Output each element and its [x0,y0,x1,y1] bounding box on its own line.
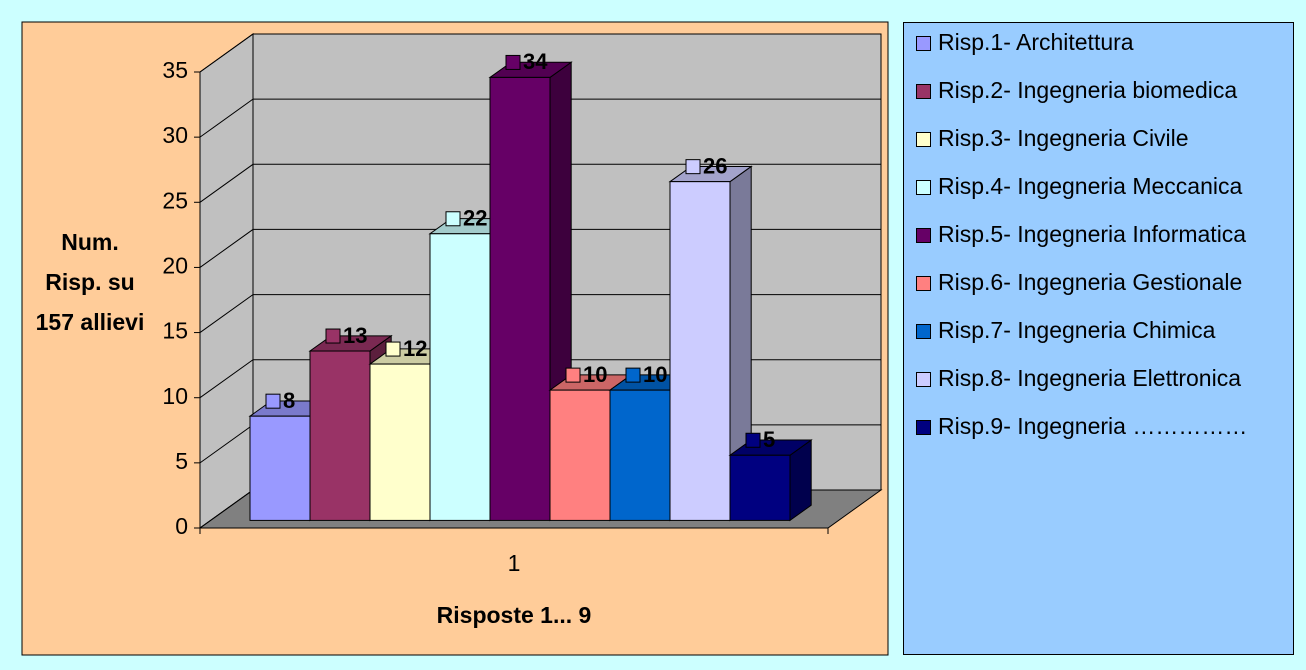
legend-swatch [916,180,931,195]
data-label-marker [385,341,401,357]
bar [249,415,311,521]
x-tick-label: 1 [508,550,521,576]
bar [489,76,551,521]
data-label: 13 [343,323,367,348]
legend-swatch [916,276,931,291]
legend-swatch [916,420,931,435]
bar [309,350,371,521]
legend-swatch [916,132,931,147]
legend-entry: Risp.8- Ingegneria Elettronica [916,365,1286,392]
bar [549,389,611,521]
grid-line [199,163,881,203]
legend-swatch [916,324,931,339]
data-label-marker [325,328,341,344]
data-label-marker [505,54,521,70]
legend-swatch [916,36,931,51]
legend-swatch [916,84,931,99]
legend-label: Risp.5- Ingegneria Informatica [938,221,1247,247]
legend-entry: Risp.2- Ingegneria biomedica [916,77,1286,104]
legend-label: Risp.7- Ingegneria Chimica [938,317,1216,343]
legend: Risp.1- Architettura Risp.2- Ingegneria b… [903,22,1294,655]
data-label: 12 [403,336,427,361]
data-label: 10 [583,362,607,387]
x-axis-label: Risposte 1... 9 [437,602,592,628]
data-label-marker [625,367,641,383]
legend-label: Risp.9- Ingegneria …………… [938,413,1248,439]
data-label-marker [565,367,581,383]
data-label: 10 [643,362,667,387]
legend-entry: Risp.6- Ingegneria Gestionale [916,269,1286,296]
y-tick-label: 25 [162,187,188,213]
legend-label: Risp.4- Ingegneria Meccanica [938,173,1243,199]
data-label-marker [745,432,761,448]
y-tick-label: 5 [175,448,188,474]
legend-label: Risp.8- Ingegneria Elettronica [938,365,1241,391]
y-axis-label: Num. Risp. su 157 allievi [35,229,145,335]
legend-entry: Risp.3- Ingegneria Civile [916,125,1286,152]
legend-entry: Risp.7- Ingegneria Chimica [916,317,1286,344]
legend-label: Risp.1- Architettura [938,29,1134,55]
y-tick-label: 10 [162,383,188,409]
bar [669,181,731,521]
legend-entry: Risp.1- Architettura [916,29,1286,56]
data-label-marker [685,159,701,175]
legend-label: Risp.3- Ingegneria Civile [938,125,1189,151]
legend-entry: Risp.9- Ingegneria …………… [916,413,1286,440]
data-label: 22 [463,206,487,231]
y-tick-label: 30 [162,122,188,148]
side-wall [199,33,254,529]
data-label: 34 [523,49,548,74]
bar [429,233,491,521]
legend-label: Risp.6- Ingegneria Gestionale [938,269,1243,295]
grid-line [199,98,881,138]
bar [729,454,791,521]
legend-swatch [916,372,931,387]
y-tick-label: 0 [175,513,188,539]
legend-swatch [916,228,931,243]
data-label-marker [265,393,281,409]
y-tick-label: 35 [162,57,188,83]
y-tick-label: 15 [162,318,188,344]
data-label: 5 [763,427,775,452]
grid-line [199,33,881,73]
y-tick-label: 20 [162,253,188,279]
data-label: 8 [283,388,295,413]
data-label: 26 [703,153,727,178]
bar [369,363,431,521]
bar [609,389,671,521]
legend-label: Risp.2- Ingegneria biomedica [938,77,1238,103]
data-label-marker [445,211,461,227]
legend-entry: Risp.4- Ingegneria Meccanica [916,173,1286,200]
legend-entry: Risp.5- Ingegneria Informatica [916,221,1286,248]
